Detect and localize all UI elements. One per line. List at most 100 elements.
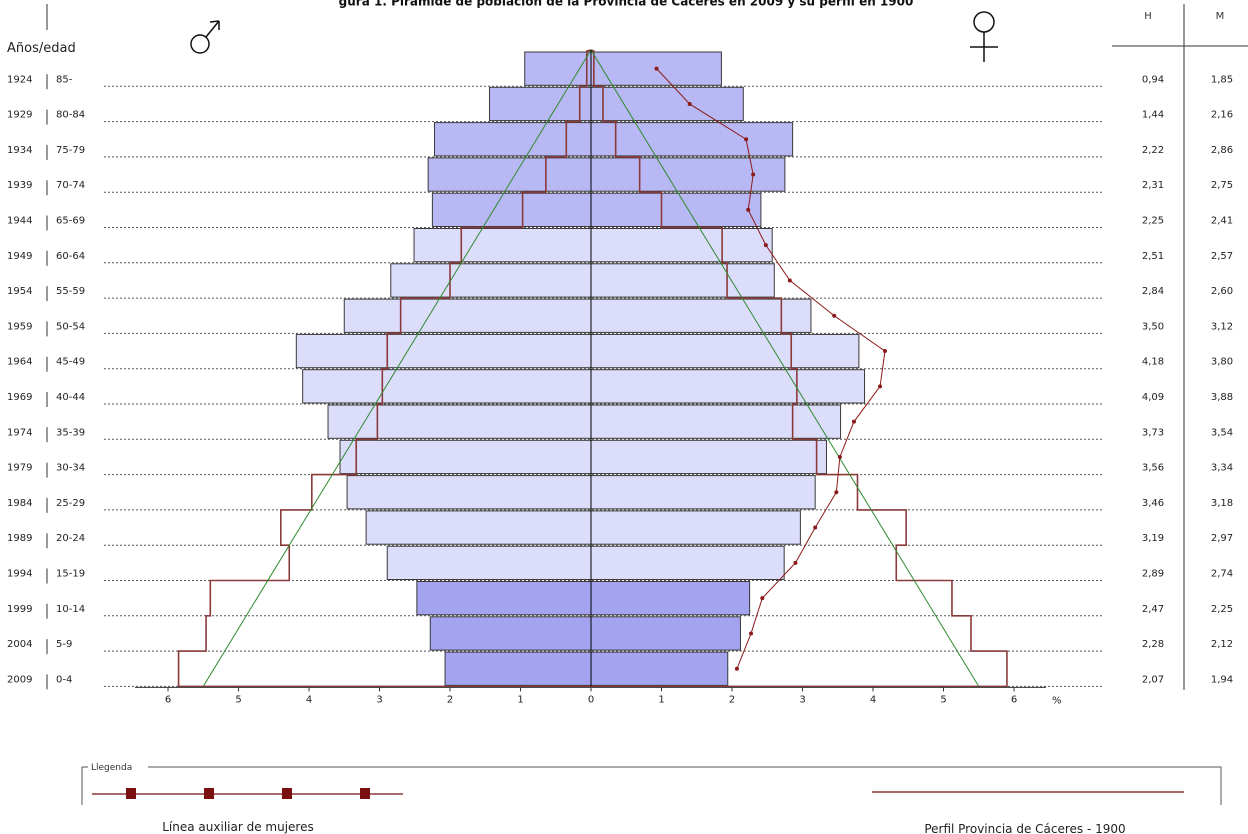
x-tick-label: 6 — [165, 694, 171, 705]
auxiliary-point — [851, 419, 856, 424]
age-group-label: 60-64 — [56, 251, 85, 262]
profile-1900-layer — [177, 49, 1008, 688]
auxiliary-point — [734, 666, 739, 671]
h-value-label: 2,25 — [1142, 216, 1164, 227]
profile-1900-female — [590, 49, 1008, 688]
year-label: 1929 — [7, 110, 32, 121]
x-tick-label: 6 — [1011, 694, 1017, 705]
male-bar — [327, 404, 592, 439]
legend-profile-label: Perfil Provincia de Cáceres - 1900 — [924, 822, 1125, 834]
m-value-label: 2,57 — [1211, 251, 1233, 262]
auxiliary-point — [746, 207, 751, 212]
col-m-header: M — [1216, 11, 1225, 22]
female-bar — [590, 616, 741, 651]
x-tick-label: 3 — [376, 694, 382, 705]
male-bar — [386, 545, 592, 581]
age-group-label: 45-49 — [56, 357, 85, 368]
h-value-label: 2,47 — [1142, 604, 1164, 615]
m-value-label: 2,86 — [1211, 145, 1233, 156]
female-bar — [590, 228, 773, 263]
age-group-label: 50-54 — [56, 321, 85, 332]
female-bar — [590, 263, 775, 298]
auxiliary-point — [832, 313, 837, 318]
year-label: 1984 — [7, 498, 32, 509]
m-value-label: 3,18 — [1211, 498, 1233, 509]
male-bar — [431, 192, 592, 227]
h-value-label: 4,18 — [1142, 357, 1164, 368]
legend: Llegenda Línea auxiliar de mujeres Perfi… — [81, 763, 1222, 834]
x-unit-label: % — [1052, 695, 1062, 706]
age-group-label: 10-14 — [56, 604, 85, 615]
x-tick-label: 1 — [517, 694, 523, 705]
female-bar — [590, 581, 751, 616]
guide-line-female — [590, 49, 980, 687]
h-value-label: 0,94 — [1142, 74, 1164, 85]
year-label: 1949 — [7, 251, 32, 262]
h-value-label: 3,56 — [1142, 463, 1164, 474]
age-group-label: 55-59 — [56, 286, 85, 297]
female-bar — [590, 651, 729, 686]
auxiliary-point — [744, 137, 749, 142]
male-bar — [302, 369, 592, 404]
m-value-label: 2,75 — [1211, 180, 1233, 191]
m-value-label: 1,85 — [1211, 74, 1233, 85]
age-group-label: 20-24 — [56, 533, 85, 544]
legend-aux-marker — [360, 788, 370, 799]
auxiliary-point — [760, 596, 765, 601]
year-label: 1969 — [7, 392, 32, 403]
x-tick-label: 3 — [799, 694, 805, 705]
x-tick-label: 0 — [588, 694, 594, 705]
year-label: 1954 — [7, 286, 32, 297]
year-label: 1934 — [7, 145, 32, 156]
female-bar — [590, 475, 816, 510]
female-bar — [590, 545, 785, 581]
auxiliary-point — [837, 454, 842, 459]
year-label: 1974 — [7, 427, 32, 438]
x-tick-label: 2 — [447, 694, 453, 705]
age-group-label: 80-84 — [56, 110, 85, 121]
legend-aux-marker — [204, 788, 214, 799]
auxiliary-point — [878, 384, 883, 389]
h-value-label: 1,44 — [1142, 110, 1164, 121]
guide-line-male — [202, 49, 592, 687]
auxiliary-point — [787, 278, 792, 283]
year-label: 1959 — [7, 321, 32, 332]
year-label: 1989 — [7, 533, 32, 544]
h-value-label: 2,51 — [1142, 251, 1164, 262]
year-label: 2004 — [7, 639, 32, 650]
h-value-label: 2,07 — [1142, 674, 1164, 685]
m-value-label: 3,88 — [1211, 392, 1233, 403]
x-axis: 6 5 4 3 2 1 0 1 2 3 4 5 6% — [135, 686, 1062, 706]
female-bar — [590, 369, 866, 404]
year-label: 1979 — [7, 463, 32, 474]
legend-aux-marker — [282, 788, 292, 799]
male-bar — [524, 51, 592, 86]
female-bar — [590, 298, 812, 333]
m-value-label: 3,54 — [1211, 427, 1233, 438]
year-label: 1944 — [7, 216, 32, 227]
legend-frame — [81, 766, 1222, 805]
m-value-label: 1,94 — [1211, 674, 1233, 685]
age-group-label: 5-9 — [56, 639, 72, 650]
h-value-label: 3,19 — [1142, 533, 1164, 544]
male-bar — [444, 651, 592, 686]
m-value-label: 2,16 — [1211, 110, 1233, 121]
guide-lines-layer — [202, 49, 980, 687]
female-bar — [590, 192, 762, 227]
age-group-label: 75-79 — [56, 145, 85, 156]
h-value-label: 2,31 — [1142, 180, 1164, 191]
h-value-label: 2,22 — [1142, 145, 1164, 156]
male-bar — [416, 581, 592, 616]
male-bar — [427, 157, 592, 192]
male-bar — [488, 86, 592, 122]
rows-layer: 1924 85- 0,94 1,85 1929 80-84 1,44 2,16 1934 75-7… — [7, 74, 1233, 690]
profile-1900-male — [177, 49, 592, 688]
h-value-label: 2,28 — [1142, 639, 1164, 650]
female-bar — [590, 122, 794, 157]
male-bar — [343, 298, 592, 333]
h-value-label: 2,84 — [1142, 286, 1164, 297]
male-bar — [429, 616, 592, 651]
m-value-label: 2,41 — [1211, 216, 1233, 227]
age-group-label: 25-29 — [56, 498, 85, 509]
